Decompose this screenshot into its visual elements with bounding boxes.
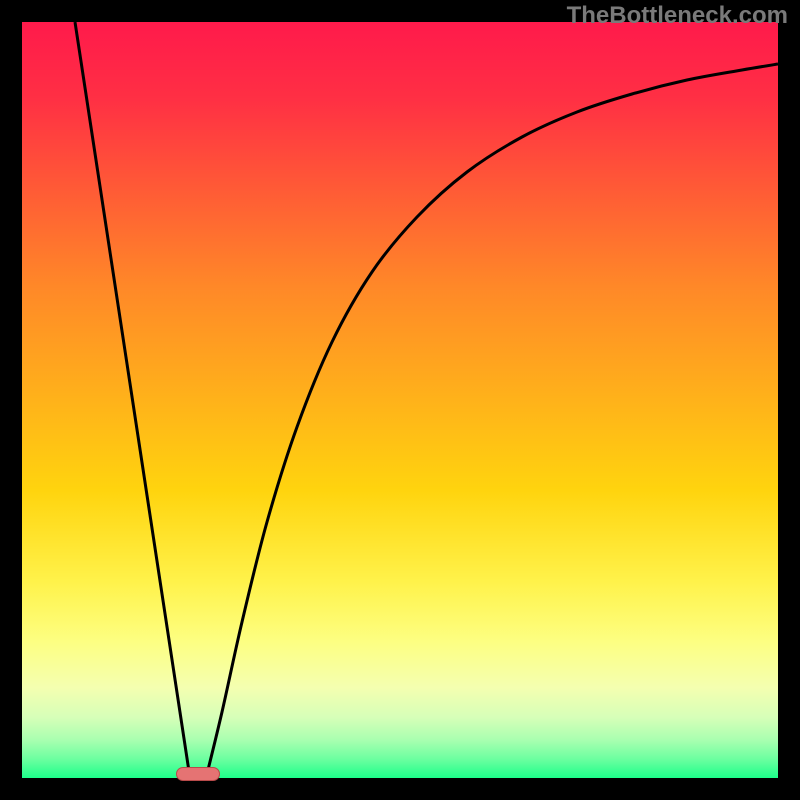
curves-layer	[22, 22, 778, 778]
right-saturation-curve	[206, 64, 778, 778]
watermark-text: TheBottleneck.com	[567, 2, 788, 30]
minimum-marker	[176, 767, 220, 781]
plot-area	[22, 22, 778, 778]
left-line-curve	[75, 22, 190, 778]
